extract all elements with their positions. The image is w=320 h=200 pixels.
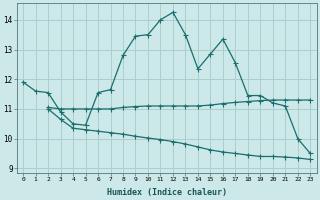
X-axis label: Humidex (Indice chaleur): Humidex (Indice chaleur)	[107, 188, 227, 197]
